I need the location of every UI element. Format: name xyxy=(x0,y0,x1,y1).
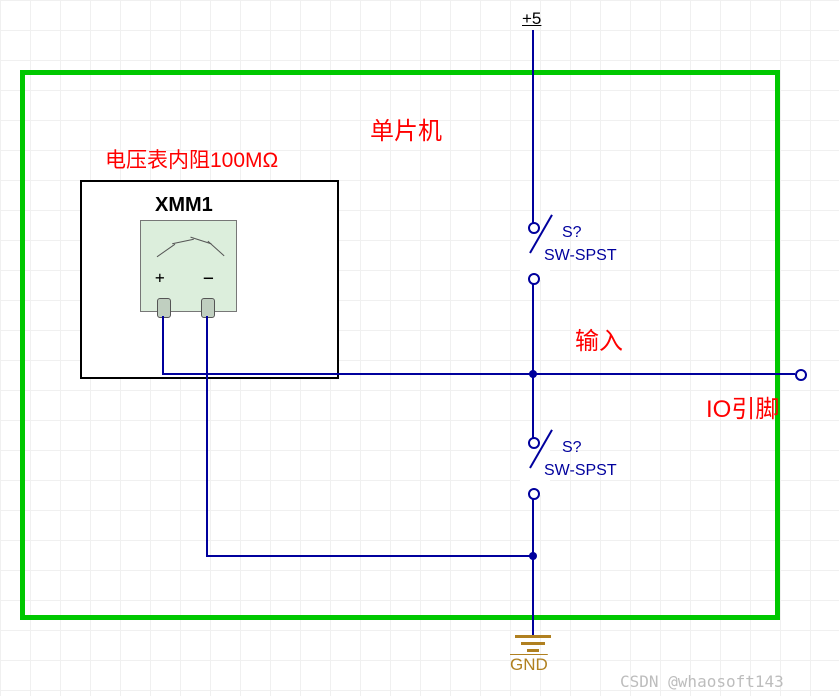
watermark: CSDN @whaosoft143 xyxy=(620,672,784,691)
mcu-label: 单片机 xyxy=(370,120,442,144)
schematic-canvas: +5 S? SW-SPST S? SW-SPST 输入 IO引脚 XMM1 + … xyxy=(0,0,839,696)
vcc-label: +5 xyxy=(522,10,541,27)
switch-lower-term-top xyxy=(528,437,540,449)
io-pin-label: IO引脚 xyxy=(706,398,779,422)
wire-meter-minus-down xyxy=(206,316,208,556)
input-label: 输入 xyxy=(575,330,623,354)
switch-lower-type: SW-SPST xyxy=(544,463,617,479)
switch-lower-ref: S? xyxy=(562,440,582,456)
meter-ref: XMM1 xyxy=(155,194,213,217)
gnd-label: GND xyxy=(510,656,548,673)
switch-upper-term-top xyxy=(528,222,540,234)
switch-upper-ref: S? xyxy=(562,225,582,241)
switch-upper-type: SW-SPST xyxy=(544,248,617,264)
meter-term-minus xyxy=(201,298,215,318)
meter-plus: + xyxy=(155,270,165,286)
wire-to-io xyxy=(532,373,795,375)
wire-vertical-main xyxy=(532,30,534,635)
wire-meter-minus-right xyxy=(206,555,534,557)
meter-impedance-label: 电压表内阻100MΩ xyxy=(105,150,278,171)
node-gnd xyxy=(529,552,537,560)
meter-term-plus xyxy=(157,298,171,318)
wire-meter-plus-down xyxy=(162,316,164,374)
switch-upper-term-bot xyxy=(528,273,540,285)
meter-minus: − xyxy=(203,270,214,288)
wire-meter-plus-right xyxy=(162,373,534,375)
io-terminal xyxy=(795,369,807,381)
meter-face xyxy=(140,220,237,312)
switch-lower-term-bot xyxy=(528,488,540,500)
